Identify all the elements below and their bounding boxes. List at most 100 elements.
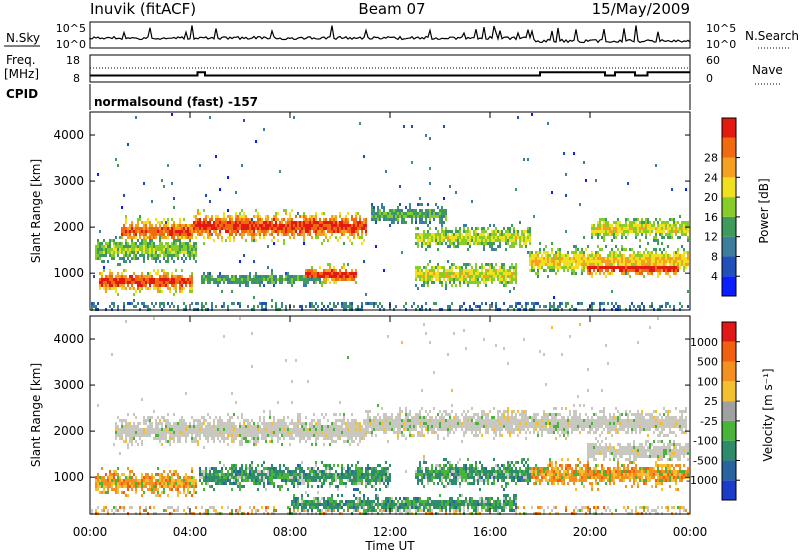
heatmap-cell (543, 260, 545, 263)
heatmap-cell (493, 278, 495, 281)
heatmap-cell (437, 212, 439, 215)
heatmap-cell (327, 224, 329, 227)
heatmap-cell (311, 221, 313, 224)
heatmap-cell (175, 230, 177, 233)
heatmap-cell (123, 284, 125, 287)
heatmap-cell (147, 482, 149, 485)
heatmap-cell (355, 227, 357, 230)
heatmap-cell (259, 233, 261, 236)
heatmap-cell (145, 248, 147, 251)
heatmap-cell (191, 476, 193, 479)
heatmap-cell (461, 278, 463, 281)
heatmap-cell (183, 260, 185, 263)
heatmap-cell (249, 467, 251, 470)
heatmap-cell (583, 266, 585, 269)
heatmap-cell (129, 233, 131, 236)
heatmap-cell (215, 233, 217, 236)
heatmap-cell (255, 431, 257, 434)
heatmap-cell (153, 485, 155, 488)
heatmap-cell (207, 479, 209, 482)
heatmap-cell (513, 278, 515, 281)
heatmap-cell (467, 242, 469, 245)
heatmap-cell (165, 224, 167, 227)
heatmap-cell (173, 197, 175, 200)
heatmap-cell (685, 257, 687, 260)
heatmap-cell (257, 227, 259, 230)
heatmap-cell (369, 302, 371, 305)
heatmap-cell (177, 281, 179, 284)
heatmap-cell (473, 302, 475, 305)
heatmap-cell (293, 494, 295, 497)
heatmap-cell (293, 485, 295, 488)
heatmap-cell (111, 275, 113, 278)
heatmap-cell (109, 269, 111, 272)
heatmap-cell (647, 224, 649, 227)
heatmap-cell (205, 302, 207, 305)
heatmap-cell (153, 242, 155, 245)
heatmap-cell (201, 470, 203, 473)
heatmap-cell (245, 221, 247, 224)
heatmap-cell (301, 215, 303, 218)
heatmap-cell (135, 482, 137, 485)
heatmap-cell (119, 281, 121, 284)
heatmap-cell (337, 239, 339, 242)
heatmap-cell (279, 470, 281, 473)
heatmap-cell (231, 488, 233, 491)
heatmap-cell (185, 224, 187, 227)
heatmap-cell (675, 230, 677, 233)
heatmap-cell (341, 266, 343, 269)
heatmap-cell (283, 464, 285, 467)
heatmap-cell (631, 230, 633, 233)
heatmap-cell (277, 437, 279, 440)
heatmap-cell (275, 305, 277, 308)
heatmap-cell (297, 464, 299, 467)
heatmap-cell (259, 215, 261, 218)
heatmap-cell (673, 257, 675, 260)
heatmap-cell (521, 233, 523, 236)
heatmap-cell (485, 239, 487, 242)
heatmap-cell (489, 269, 491, 272)
heatmap-cell (149, 422, 151, 425)
heatmap-cell (133, 233, 135, 236)
heatmap-cell (687, 221, 689, 224)
heatmap-cell (441, 209, 443, 212)
heatmap-cell (573, 152, 575, 155)
heatmap-cell (239, 434, 241, 437)
heatmap-cell (115, 284, 117, 287)
heatmap-cell (267, 266, 269, 269)
heatmap-cell (119, 419, 121, 422)
heatmap-cell (267, 275, 269, 278)
heatmap-cell (431, 209, 433, 212)
heatmap-cell (475, 263, 477, 266)
heatmap-cell (173, 224, 175, 227)
heatmap-cell (271, 425, 273, 428)
heatmap-cell (305, 305, 307, 308)
heatmap-cell (241, 485, 243, 488)
heatmap-cell (617, 233, 619, 236)
heatmap-cell (645, 266, 647, 269)
heatmap-cell (177, 485, 179, 488)
heatmap-cell (527, 227, 529, 230)
heatmap-cell (145, 275, 147, 278)
heatmap-cell (303, 281, 305, 284)
heatmap-cell (599, 221, 601, 224)
heatmap-cell (349, 230, 351, 233)
heatmap-cell (501, 233, 503, 236)
heatmap-cell (463, 236, 465, 239)
heatmap-cell (339, 275, 341, 278)
heatmap-cell (339, 215, 341, 218)
heatmap-cell (591, 224, 593, 227)
heatmap-cell (669, 275, 671, 278)
heatmap-cell (415, 233, 417, 236)
heatmap-cell (179, 278, 181, 281)
colorbar-swatch (722, 197, 736, 217)
heatmap-cell (103, 485, 105, 488)
heatmap-cell (559, 251, 561, 254)
heatmap-cell (253, 506, 255, 509)
heatmap-cell (183, 233, 185, 236)
heatmap-cell (241, 476, 243, 479)
heatmap-cell (267, 422, 269, 425)
heatmap-cell (167, 230, 169, 233)
heatmap-cell (103, 281, 105, 284)
heatmap-cell (305, 422, 307, 425)
